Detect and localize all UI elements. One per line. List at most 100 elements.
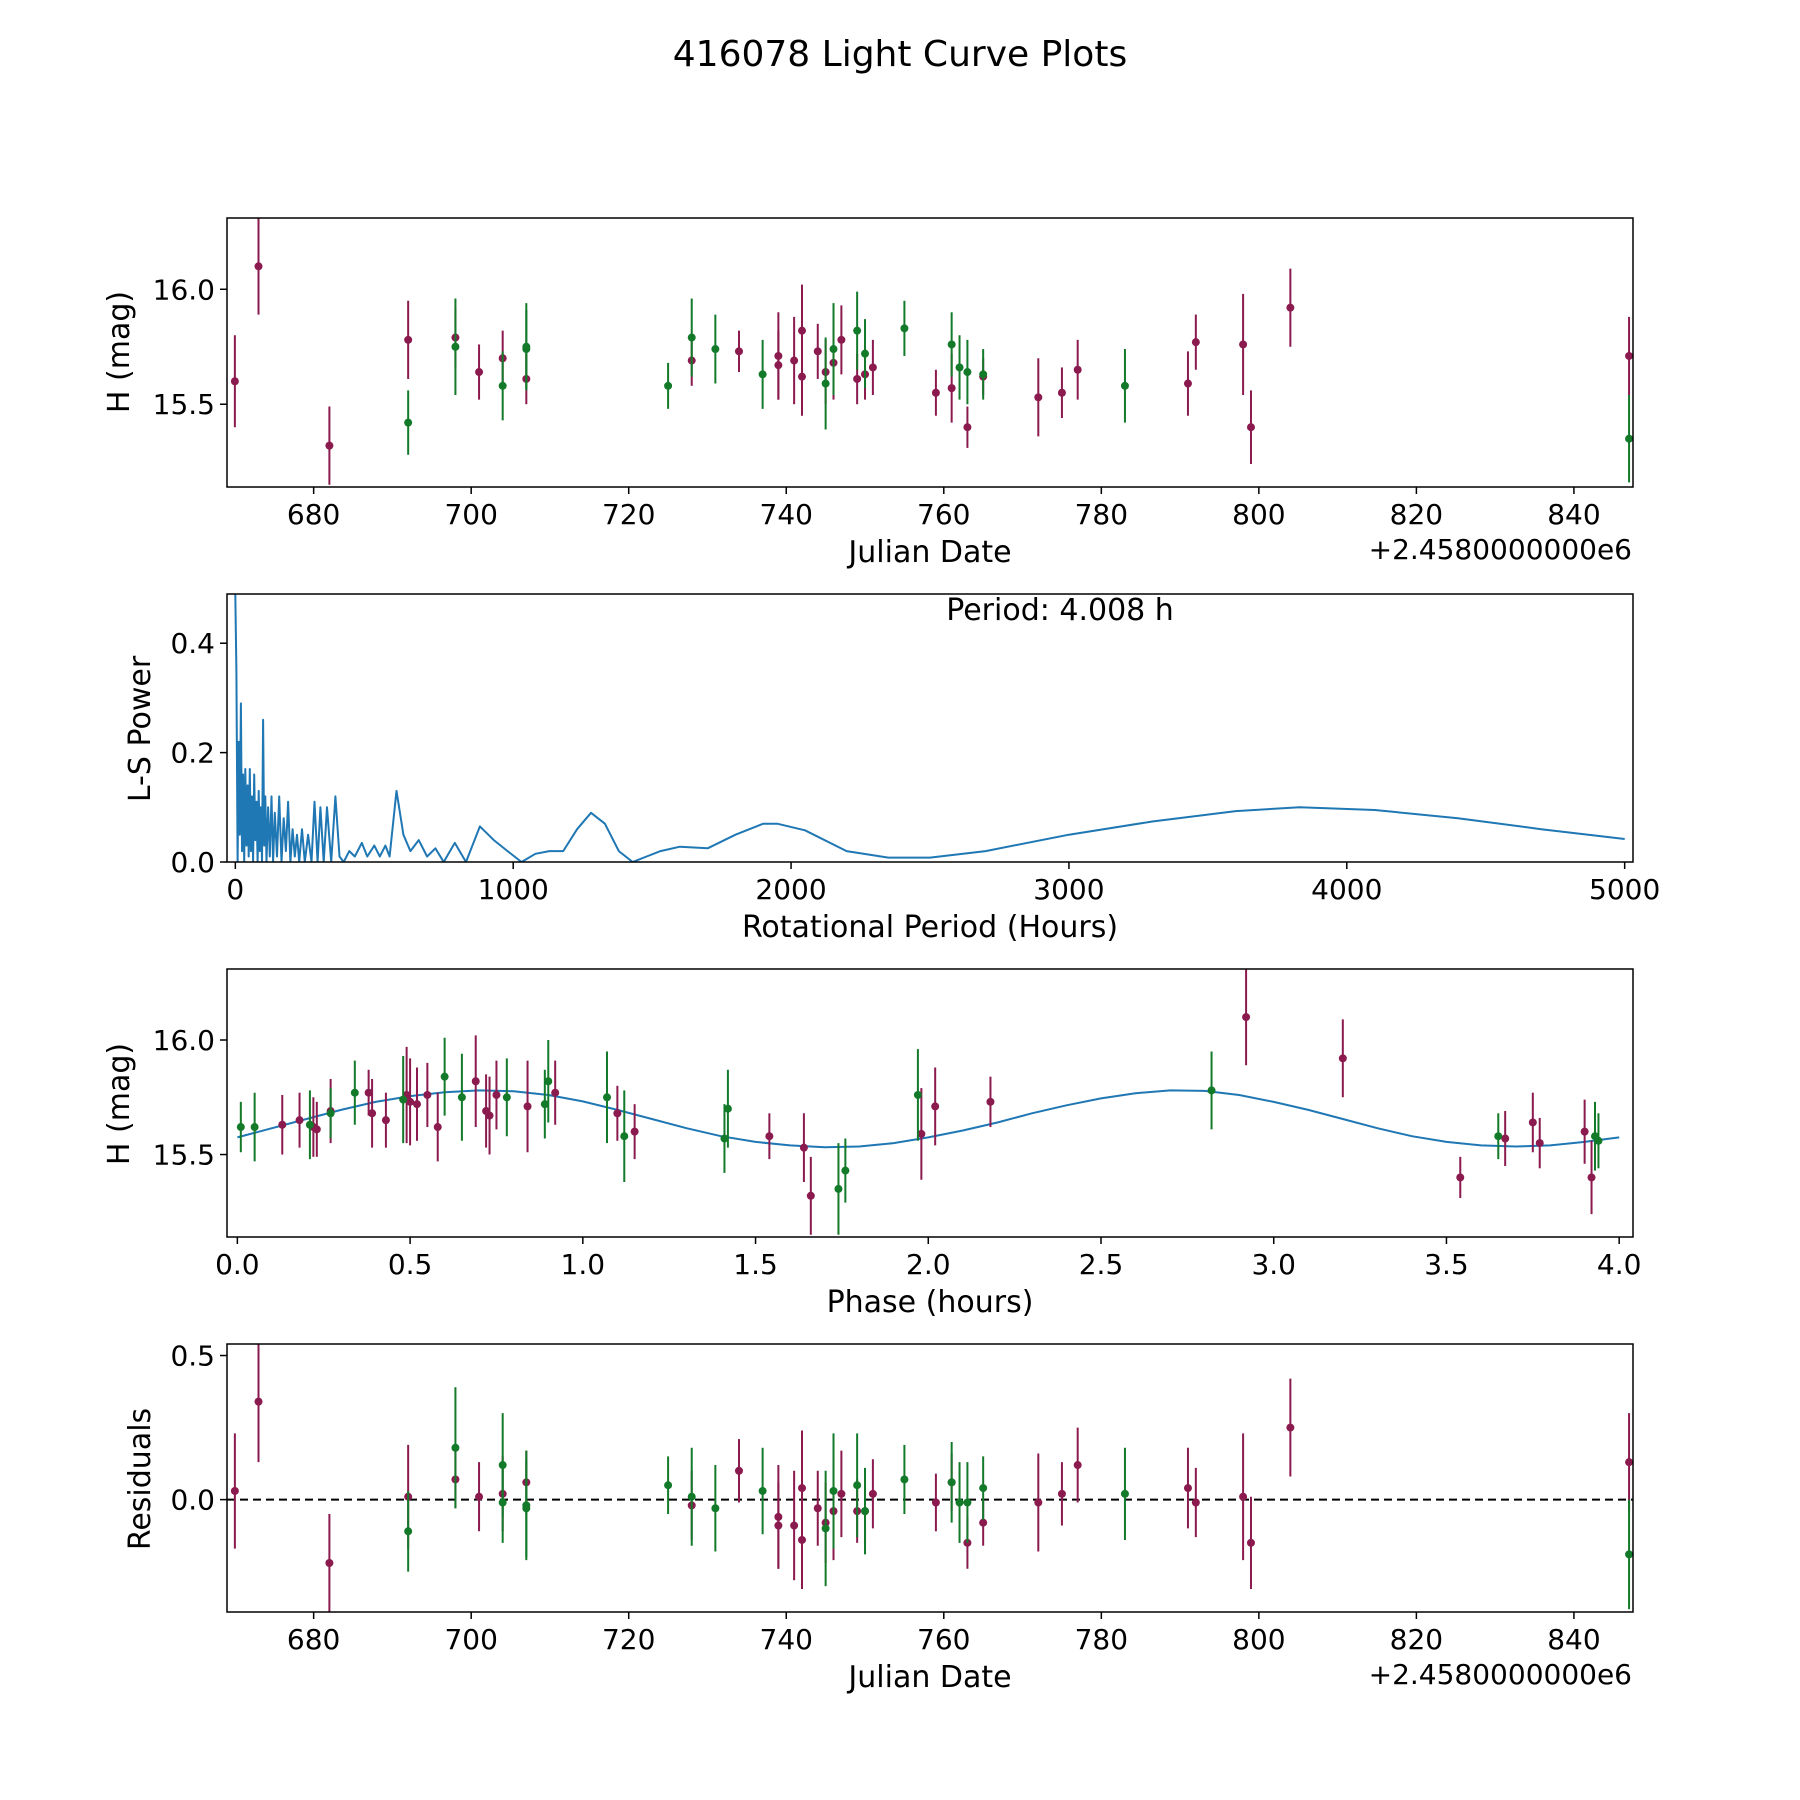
lightcurve-green-point xyxy=(1625,434,1633,443)
lightcurve-magenta-point xyxy=(931,388,940,397)
residuals-green-point xyxy=(947,1478,956,1487)
lightcurve-magenta-point xyxy=(813,347,822,356)
lightcurve-x-tick-label: 740 xyxy=(760,498,813,531)
lightcurve-y-label: H (mag) xyxy=(102,291,137,413)
lightcurve-magenta-point xyxy=(1183,379,1192,388)
residuals-magenta-point xyxy=(1073,1461,1082,1470)
phasefold-fit-curve xyxy=(237,1089,1620,1149)
phasefold-magenta-point xyxy=(765,1132,774,1141)
phasefold-green-point xyxy=(1594,1136,1603,1145)
phasefold-x-tick-label: 0.5 xyxy=(388,1248,433,1281)
lightcurve-x-tick-label: 700 xyxy=(444,498,497,531)
periodogram-x-tick-label: 5000 xyxy=(1589,873,1660,906)
phasefold-x-tick-label: 3.5 xyxy=(1424,1248,1469,1281)
phasefold-magenta-point xyxy=(471,1077,480,1086)
residuals-green-point xyxy=(821,1524,830,1533)
lightcurve-y-tick-label: 15.5 xyxy=(153,388,215,421)
lightcurve-magenta-point xyxy=(325,441,334,450)
residuals-magenta-point xyxy=(475,1492,484,1501)
residuals-magenta-point xyxy=(1034,1498,1043,1507)
phasefold-green-point xyxy=(1207,1086,1216,1095)
periodogram-x-tick-label: 1000 xyxy=(478,873,549,906)
residuals-x-tick-label: 760 xyxy=(917,1623,970,1656)
residuals-green-point xyxy=(900,1475,909,1484)
phasefold-x-tick-label: 4.0 xyxy=(1597,1248,1642,1281)
residuals-green-point xyxy=(853,1481,862,1490)
residuals-green-point xyxy=(979,1484,988,1493)
periodogram-panel: Rotational Period (Hours) L-S Power Peri… xyxy=(123,593,1660,945)
phasefold-green-point xyxy=(603,1093,611,1102)
lightcurve-x-tick-label: 780 xyxy=(1075,498,1128,531)
lightcurve-green-point xyxy=(522,345,531,354)
periodogram-y-tick-label: 0.4 xyxy=(170,627,215,660)
periodogram-x-tick-label: 4000 xyxy=(1311,873,1382,906)
lightcurve-magenta-point xyxy=(1034,393,1043,402)
figure-title: 416078 Light Curve Plots xyxy=(673,34,1127,75)
residuals-magenta-point xyxy=(1625,1458,1633,1467)
phasefold-x-tick-label: 1.0 xyxy=(561,1248,606,1281)
residuals-green-point xyxy=(963,1498,972,1507)
lightcurve-x-offset: +2.4580000000e6 xyxy=(1369,533,1632,566)
phasefold-y-tick-label: 16.0 xyxy=(153,1024,215,1057)
lightcurve-green-point xyxy=(687,333,696,342)
phasefold-green-point xyxy=(350,1088,359,1097)
phasefold-magenta-point xyxy=(433,1123,442,1132)
residuals-panel: Julian Date Residuals +2.4580000000e6 68… xyxy=(123,1340,1634,1695)
residuals-magenta-point xyxy=(1183,1484,1192,1493)
residuals-green-point xyxy=(687,1492,696,1501)
phasefold-magenta-point xyxy=(368,1109,377,1118)
phasefold-magenta-point xyxy=(278,1120,287,1129)
periodogram-y-label: L-S Power xyxy=(123,655,158,802)
residuals-magenta-point xyxy=(1239,1492,1248,1501)
periodogram-x-tick-label: 2000 xyxy=(755,873,826,906)
residuals-green-point xyxy=(404,1527,413,1536)
phasefold-magenta-point xyxy=(1528,1118,1537,1127)
phasefold-magenta-point xyxy=(312,1125,321,1134)
lightcurve-x-tick-label: 760 xyxy=(917,498,970,531)
lightcurve-green-point xyxy=(900,324,909,333)
phasefold-magenta-point xyxy=(917,1129,926,1138)
residuals-x-offset: +2.4580000000e6 xyxy=(1369,1658,1632,1691)
residuals-x-tick-label: 840 xyxy=(1547,1623,1600,1656)
residuals-green-point xyxy=(1625,1550,1633,1559)
phasefold-magenta-point xyxy=(381,1116,390,1125)
phasefold-green-point xyxy=(326,1109,335,1118)
lightcurve-panel: Julian Date H (mag) +2.4580000000e6 680 7… xyxy=(102,217,1634,570)
residuals-magenta-point xyxy=(774,1521,783,1530)
residuals-y-tick-label: 0.5 xyxy=(170,1340,215,1373)
residuals-green-point xyxy=(829,1486,838,1495)
periodogram-x-tick-label: 0 xyxy=(226,873,244,906)
lightcurve-y-tick-label: 16.0 xyxy=(153,273,215,306)
lightcurve-green-point xyxy=(829,345,838,354)
lightcurve-green-point xyxy=(664,381,673,390)
residuals-magenta-point xyxy=(230,1486,239,1495)
lightcurve-green-point xyxy=(963,368,972,377)
phasefold-green-point xyxy=(502,1093,511,1102)
lightcurve-x-tick-label: 680 xyxy=(287,498,340,531)
residuals-x-tick-label: 720 xyxy=(602,1623,655,1656)
lightcurve-magenta-point xyxy=(1191,338,1200,347)
phasefold-plot-area xyxy=(236,969,1620,1235)
phasefold-magenta-point xyxy=(413,1100,421,1109)
phasefold-magenta-point xyxy=(1501,1134,1510,1143)
phasefold-green-point xyxy=(236,1123,245,1132)
phasefold-green-point xyxy=(250,1123,259,1132)
phasefold-y-tick-label: 15.5 xyxy=(153,1139,215,1172)
periodogram-frame xyxy=(226,593,1634,863)
residuals-frame xyxy=(226,1343,1634,1613)
periodogram-y-tick-label: 0.2 xyxy=(170,737,215,770)
phasefold-magenta-point xyxy=(523,1102,532,1111)
phasefold-magenta-point xyxy=(492,1090,501,1099)
residuals-green-point xyxy=(955,1498,964,1507)
phasefold-green-point xyxy=(440,1072,449,1081)
periodogram-y-tick-label: 0.0 xyxy=(170,846,215,879)
phasefold-green-point xyxy=(723,1104,732,1113)
phasefold-magenta-point xyxy=(1587,1173,1596,1182)
residuals-y-label: Residuals xyxy=(123,1408,158,1550)
phasefold-panel: Phase (hours) H (mag) 0.0 0.5 1.0 1.5 2.0 2.5… xyxy=(102,968,1642,1320)
phasefold-green-point xyxy=(305,1120,314,1129)
lightcurve-green-point xyxy=(711,345,720,354)
phasefold-green-point xyxy=(1494,1132,1503,1141)
lightcurve-magenta-point xyxy=(963,423,972,432)
